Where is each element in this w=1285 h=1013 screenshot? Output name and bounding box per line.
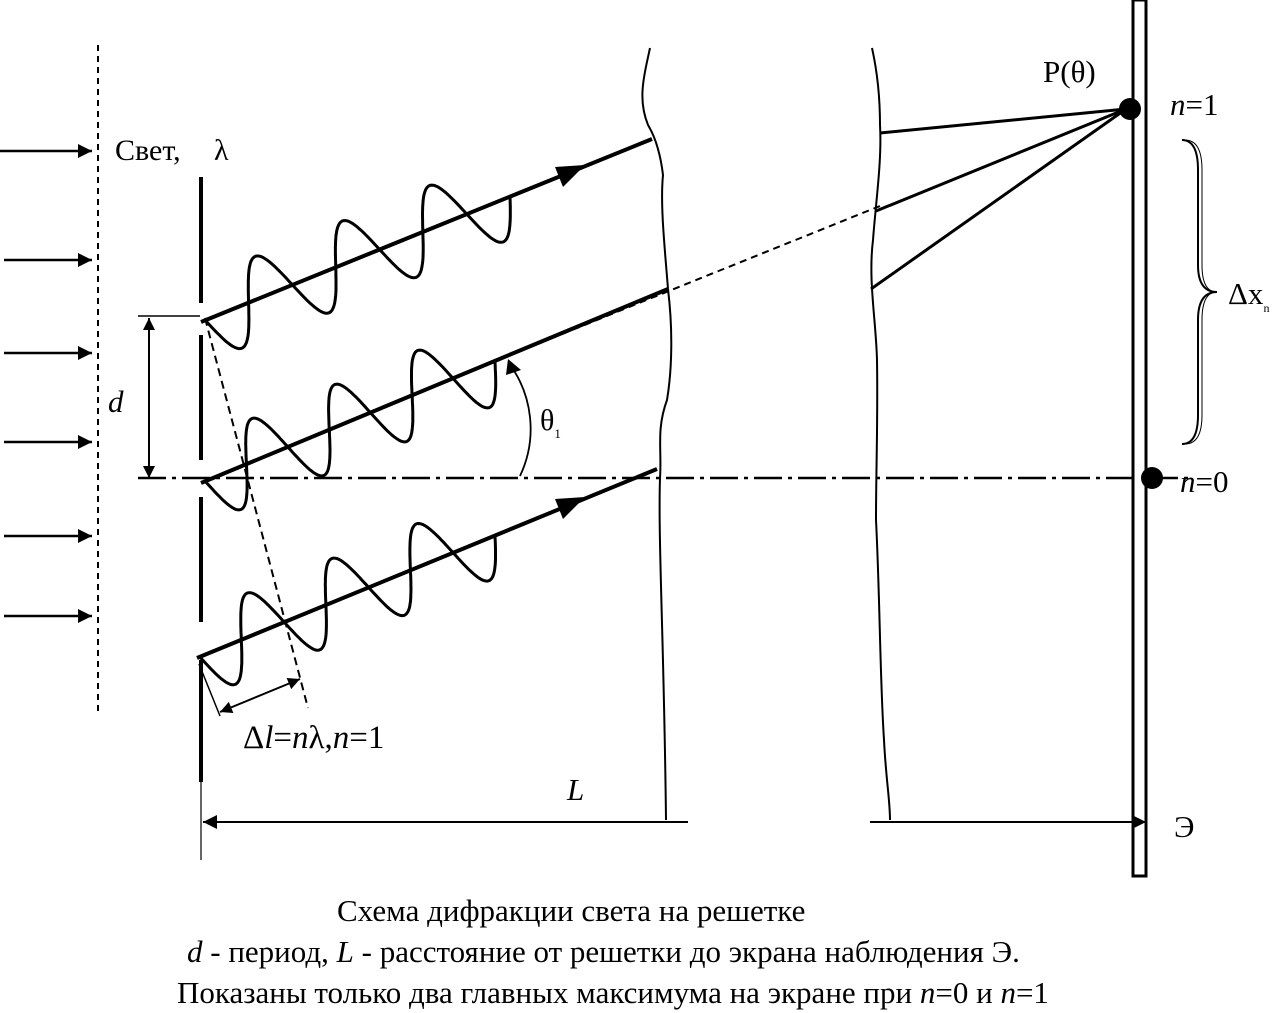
- caption-line-1: Схема дифракции света на решетке: [337, 893, 806, 928]
- label-light: Свет,: [115, 134, 181, 167]
- ray-middle-extension: [494, 205, 881, 362]
- maximum-point-p: [1119, 98, 1141, 120]
- caption-line-2: d - период, L - расстояние от решетки до…: [187, 934, 1020, 969]
- path-difference-perpendicular: [204, 317, 309, 709]
- label-n0: n=0: [1180, 464, 1228, 499]
- observation-screen: [1131, 0, 1148, 878]
- wave-top: [203, 183, 512, 351]
- wave-middle: [203, 348, 498, 512]
- path-difference-tick: [198, 663, 221, 717]
- ray-top: [200, 137, 653, 324]
- theta-angle-arc: [507, 361, 532, 477]
- label-n1: n=1: [1170, 87, 1218, 122]
- ray-middle: [200, 287, 669, 485]
- ray-arrowheads: [555, 165, 585, 519]
- label-theta: θ1: [540, 404, 561, 441]
- path-difference-dimension: [219, 678, 301, 713]
- delta-x-brace: [1181, 139, 1218, 445]
- caption-line-3: Показаны только два главных максимума на…: [177, 975, 1049, 1010]
- delta-x-brace-inner: [1184, 139, 1218, 445]
- ray-bottom: [196, 467, 658, 660]
- break-line-right: [870, 47, 891, 821]
- label-distance-L: L: [566, 772, 584, 807]
- label-lambda: λ: [214, 134, 229, 167]
- incident-light-arrows: [0, 144, 92, 623]
- label-d: d: [108, 384, 124, 419]
- maximum-point-n0: [1141, 467, 1163, 489]
- rays-to-point-p: [870, 107, 1127, 291]
- label-path-difference: Δl=nλ,n=1: [243, 720, 384, 756]
- label-point-p: P(θ): [1043, 54, 1096, 89]
- wave-bottom: [197, 521, 497, 687]
- label-screen: Э: [1174, 809, 1194, 844]
- light-waves: [197, 183, 512, 687]
- theta-arc-arrowhead: [506, 359, 521, 375]
- label-delta-x: Δxn: [1228, 276, 1269, 315]
- break-line-left: [641, 47, 673, 821]
